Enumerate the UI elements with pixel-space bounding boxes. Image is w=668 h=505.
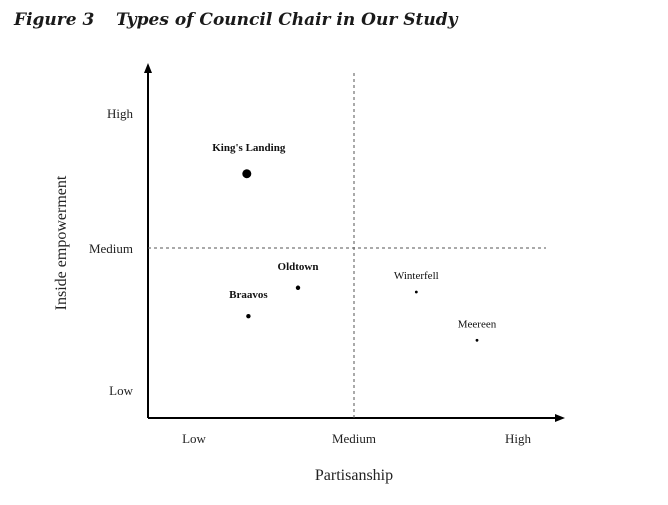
- x-tick-label-low: Low: [182, 431, 206, 446]
- point-king-s-landing: [242, 169, 252, 179]
- point-label-king-s-landing: King's Landing: [212, 142, 286, 154]
- data-points: King's Landing Oldtown Braavos Winterfell Me…: [212, 142, 497, 342]
- point-label-meereen: Meereen: [458, 318, 497, 330]
- point-label-braavos: Braavos: [229, 289, 268, 301]
- point-winterfell: [414, 290, 418, 294]
- x-tick-label-high: High: [505, 431, 532, 446]
- y-tick-label-high: High: [107, 106, 134, 121]
- y-axis-title: Inside empowerment: [53, 175, 70, 310]
- figure-title: Types of Council Chair in Our Study: [116, 10, 458, 30]
- point-meereen: [475, 338, 479, 342]
- y-tick-label-low: Low: [109, 383, 133, 398]
- y-tick-label-medium: Medium: [89, 241, 133, 256]
- x-axis-title: Partisanship: [315, 467, 393, 484]
- point-label-oldtown: Oldtown: [278, 261, 319, 273]
- point-oldtown: [295, 285, 301, 290]
- y-tick-labels: Low Medium High: [89, 106, 134, 398]
- x-tick-labels: Low Medium High: [182, 431, 531, 446]
- point-braavos: [246, 313, 251, 319]
- x-tick-label-medium: Medium: [332, 431, 376, 446]
- point-label-winterfell: Winterfell: [394, 270, 439, 282]
- figure-number: Figure 3: [14, 10, 95, 30]
- figure-header: Figure 3 Types of Council Chair in Our St…: [14, 10, 457, 30]
